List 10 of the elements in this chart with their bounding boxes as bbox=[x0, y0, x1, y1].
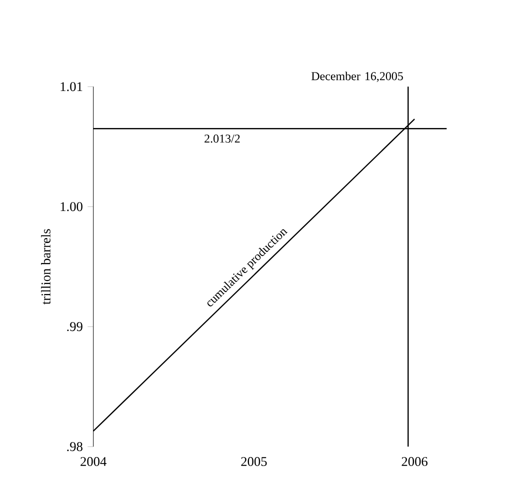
ref-line-label: December 16,2005 bbox=[311, 72, 403, 82]
y-tick-label: .99 bbox=[67, 322, 82, 332]
annotation: 2.013/2 bbox=[204, 134, 240, 143]
x-tick-label: 2004 bbox=[80, 457, 106, 466]
y-tick-label: 1.00 bbox=[60, 202, 82, 212]
x-tick-label: 2006 bbox=[402, 457, 428, 466]
y-axis-title: trillion barrels bbox=[41, 229, 50, 304]
x-tick-label: 2005 bbox=[241, 457, 267, 466]
y-tick-label: 1.01 bbox=[60, 82, 82, 92]
y-tick-label: .98 bbox=[67, 442, 82, 452]
